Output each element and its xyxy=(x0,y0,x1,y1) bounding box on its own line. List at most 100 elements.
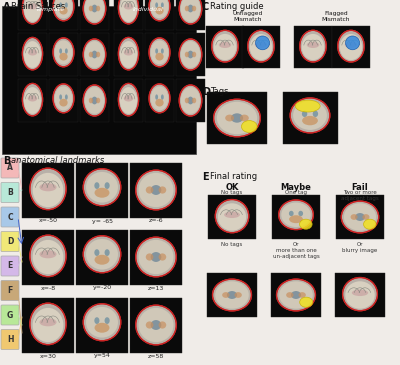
Ellipse shape xyxy=(155,95,158,100)
Ellipse shape xyxy=(231,113,243,123)
Ellipse shape xyxy=(118,38,139,70)
Ellipse shape xyxy=(118,84,139,116)
FancyBboxPatch shape xyxy=(1,280,19,300)
Bar xyxy=(80,79,109,122)
Ellipse shape xyxy=(192,6,196,11)
Bar xyxy=(114,33,143,76)
Ellipse shape xyxy=(302,34,324,60)
Ellipse shape xyxy=(96,98,100,103)
Ellipse shape xyxy=(53,0,74,21)
Ellipse shape xyxy=(53,84,74,113)
Ellipse shape xyxy=(242,120,257,132)
Ellipse shape xyxy=(341,201,379,233)
Bar xyxy=(130,230,182,284)
Text: z=-6: z=-6 xyxy=(149,219,163,223)
Ellipse shape xyxy=(149,38,170,67)
Text: D: D xyxy=(7,237,13,246)
Bar xyxy=(22,162,74,218)
Ellipse shape xyxy=(256,36,270,50)
Ellipse shape xyxy=(89,52,93,57)
Ellipse shape xyxy=(155,49,158,54)
Ellipse shape xyxy=(89,6,93,11)
Ellipse shape xyxy=(24,87,41,114)
Ellipse shape xyxy=(59,3,62,8)
FancyBboxPatch shape xyxy=(1,158,19,178)
Ellipse shape xyxy=(181,0,200,22)
Ellipse shape xyxy=(65,95,68,100)
Bar xyxy=(176,33,205,76)
Ellipse shape xyxy=(149,84,170,113)
Text: OK: OK xyxy=(225,183,239,192)
Bar xyxy=(332,26,370,68)
Ellipse shape xyxy=(362,214,370,220)
Ellipse shape xyxy=(120,41,137,68)
Ellipse shape xyxy=(54,0,72,18)
Ellipse shape xyxy=(59,99,68,107)
Ellipse shape xyxy=(83,169,121,206)
Bar xyxy=(18,79,47,122)
Text: anatomical landmarks: anatomical landmarks xyxy=(11,156,104,165)
Bar xyxy=(49,79,78,122)
Ellipse shape xyxy=(298,292,306,298)
Bar xyxy=(130,297,182,353)
Bar xyxy=(145,33,174,76)
Bar xyxy=(130,162,182,218)
Ellipse shape xyxy=(155,3,158,8)
Bar xyxy=(22,297,74,353)
Ellipse shape xyxy=(94,317,100,324)
Ellipse shape xyxy=(215,281,249,309)
Ellipse shape xyxy=(214,99,260,137)
Ellipse shape xyxy=(146,253,154,261)
Bar xyxy=(176,79,205,122)
Ellipse shape xyxy=(248,30,274,62)
Ellipse shape xyxy=(92,97,98,104)
Ellipse shape xyxy=(279,200,313,230)
Ellipse shape xyxy=(188,97,194,104)
FancyBboxPatch shape xyxy=(1,231,19,251)
Ellipse shape xyxy=(40,250,56,258)
Ellipse shape xyxy=(295,100,320,112)
Ellipse shape xyxy=(346,36,360,50)
Ellipse shape xyxy=(342,277,378,311)
Ellipse shape xyxy=(364,219,376,229)
Bar xyxy=(18,0,47,30)
FancyBboxPatch shape xyxy=(1,305,19,325)
Ellipse shape xyxy=(307,42,319,48)
Ellipse shape xyxy=(179,39,202,70)
Text: G: G xyxy=(7,311,13,319)
Ellipse shape xyxy=(340,34,362,60)
Bar xyxy=(80,0,109,30)
Ellipse shape xyxy=(215,200,249,233)
Bar xyxy=(49,33,78,76)
Ellipse shape xyxy=(344,203,376,231)
Ellipse shape xyxy=(136,237,176,277)
Ellipse shape xyxy=(155,99,164,107)
Text: Or
blurry image: Or blurry image xyxy=(342,242,378,253)
Ellipse shape xyxy=(281,203,311,227)
Ellipse shape xyxy=(290,98,330,133)
Ellipse shape xyxy=(92,51,98,58)
Ellipse shape xyxy=(214,34,236,60)
Text: E: E xyxy=(7,261,13,270)
Ellipse shape xyxy=(65,49,68,54)
Ellipse shape xyxy=(104,249,110,256)
Text: No tags: No tags xyxy=(221,190,243,195)
Ellipse shape xyxy=(151,320,161,330)
Text: Template: Template xyxy=(36,7,64,12)
Bar xyxy=(336,195,384,239)
Text: Final rating: Final rating xyxy=(210,172,257,181)
Ellipse shape xyxy=(212,279,252,311)
Text: Rating guide: Rating guide xyxy=(210,2,264,11)
Ellipse shape xyxy=(179,0,202,24)
Ellipse shape xyxy=(53,38,74,67)
Bar xyxy=(2,6,196,154)
Ellipse shape xyxy=(293,101,327,130)
Text: Or
more than one
un-adjacent tags: Or more than one un-adjacent tags xyxy=(273,242,319,258)
Ellipse shape xyxy=(146,322,154,328)
Bar xyxy=(22,230,74,284)
Ellipse shape xyxy=(59,49,62,54)
Ellipse shape xyxy=(345,281,375,309)
Text: Two or more
adjacent tags: Two or more adjacent tags xyxy=(341,190,379,201)
Bar xyxy=(114,0,143,30)
Ellipse shape xyxy=(188,5,194,12)
